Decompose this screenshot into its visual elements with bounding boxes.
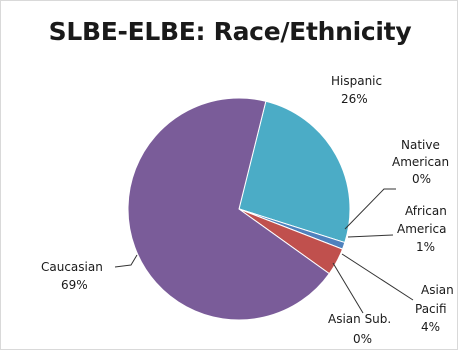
label-asian-pacific-name-2: Pacifi [415,302,447,316]
label-hispanic-name: Hispanic [331,74,382,88]
leader-african-american [347,234,394,238]
slice-labels: Hispanic 26% Native American 0% African … [41,74,454,346]
label-caucasian-name: Caucasian [41,260,103,274]
label-african-american-name-2: America [397,222,447,236]
label-african-american-name-1: African [405,204,447,218]
leader-lines [114,188,414,314]
pie-slices [127,97,351,321]
chart-title: SLBE-ELBE: Race/Ethnicity [48,17,412,46]
label-asian-pacific-name-1: Asian [421,283,454,297]
label-caucasian-value: 69% [61,278,88,292]
label-hispanic-value: 26% [341,92,368,106]
leader-asian-pacific [341,253,414,301]
leader-asian-sub [332,262,364,314]
label-native-american-name-1: Native [401,138,440,152]
slice-caucasian [127,97,330,321]
leader-caucasian [114,254,138,268]
label-asian-pacific-value: 4% [421,320,440,334]
label-asian-sub-name: Asian Sub. [328,312,391,326]
label-asian-sub-value: 0% [353,332,372,346]
label-african-american-value: 1% [416,240,435,254]
leader-native-american [344,188,396,230]
label-native-american-name-2: American [392,155,449,169]
label-native-american-value: 0% [412,172,431,186]
